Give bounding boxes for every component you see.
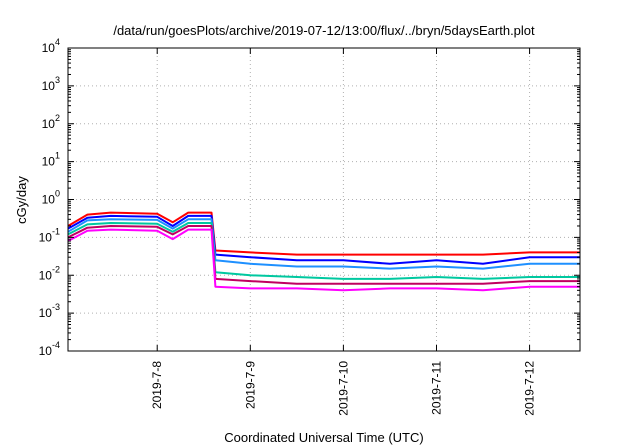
y-tick-label: 10-1 (39, 226, 60, 244)
y-tick-label: 102 (42, 113, 60, 131)
y-tick-label: 10-4 (39, 340, 60, 358)
x-tick-label: 2019-7-10 (336, 361, 350, 416)
y-tick-label: 100 (42, 189, 60, 207)
x-axis: 2019-7-8 2019-7-9 2019-7-10 2019-7-11 2019-7… (150, 48, 537, 416)
y-tick-label: 10-3 (39, 302, 60, 320)
chart-title: /data/run/goesPlots/archive/2019-07-12/1… (113, 23, 535, 38)
y-tick-label: 10-2 (39, 264, 60, 282)
y-tick-label: 104 (42, 37, 60, 55)
x-tick-label: 2019-7-12 (523, 361, 537, 416)
y-axis-label: cGy/day (14, 176, 29, 224)
series-group (67, 211, 580, 292)
y-axis: 10-4 10-3 10-2 10-1 100 101 102 103 104 (39, 37, 580, 358)
series-line-6 (67, 228, 580, 292)
y-tick-label: 101 (42, 151, 60, 169)
series-line-1 (67, 211, 580, 256)
x-tick-label: 2019-7-9 (243, 361, 257, 409)
series-line-5 (67, 225, 580, 285)
series-line-3 (67, 218, 580, 270)
x-axis-label: Coordinated Universal Time (UTC) (224, 430, 423, 445)
x-tick-label: 2019-7-11 (429, 361, 443, 415)
y-tick-label: 103 (42, 75, 60, 93)
series-line-4 (67, 222, 580, 280)
grid (68, 48, 580, 351)
series-line-2 (67, 214, 580, 265)
x-tick-label: 2019-7-8 (150, 361, 164, 409)
